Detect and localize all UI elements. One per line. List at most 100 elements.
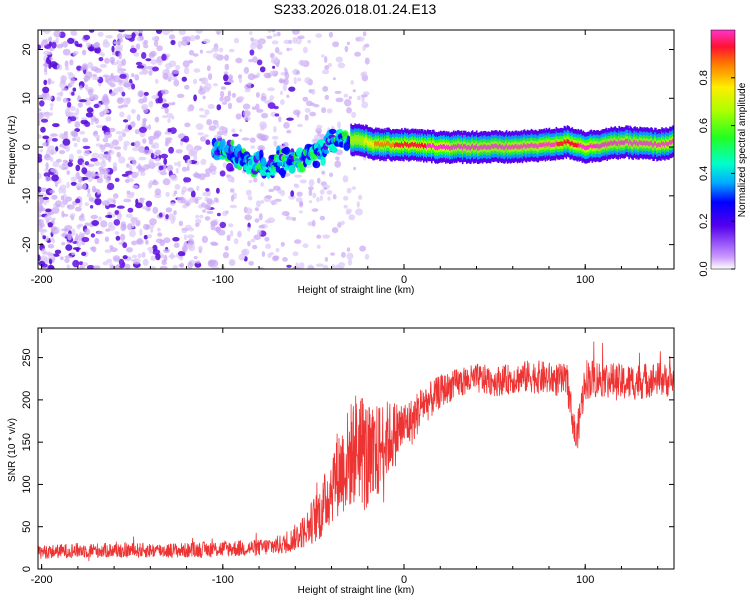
spectrogram-signal-cell (649, 141, 651, 147)
spectrogram-ylabel: Frequency (Hz) (7, 116, 18, 185)
spectrogram-noise-speckle (165, 214, 169, 220)
spectrogram-signal-cell (628, 141, 630, 146)
spectrogram-noise-speckle (224, 54, 229, 61)
spectrogram-noise-speckle (351, 186, 357, 190)
spectrogram-noise-speckle (194, 198, 199, 204)
spectrogram-noise-speckle (161, 261, 167, 265)
colorbar-gradient (710, 29, 736, 270)
spectrogram-noise-speckle (226, 234, 231, 241)
spectrogram-signal-cell (450, 145, 452, 151)
spectrogram-signal-cell (408, 143, 410, 149)
spectrogram-noise-speckle (111, 45, 115, 53)
spectrogram-signal-cell (367, 140, 369, 145)
spectrogram-noise-speckle (206, 210, 214, 214)
spectrogram-noise-speckle (294, 174, 303, 178)
spectrogram-noise-speckle (129, 47, 137, 54)
spectrogram-noise-speckle (152, 66, 159, 72)
spectrogram-signal-cell (610, 140, 612, 145)
spectrogram-signal-cell (513, 144, 516, 150)
spectrogram-noise-speckle (94, 68, 102, 73)
spectrogram-signal-cell (495, 143, 498, 149)
spectrogram-noise-speckle (364, 57, 370, 65)
spectrogram-noise-speckle (84, 228, 91, 235)
spectrogram-noise-speckle (108, 204, 116, 208)
spectrogram-noise-speckle (290, 190, 295, 197)
spectrogram-signal-cell (598, 144, 600, 149)
spectrogram-noise-speckle (203, 134, 209, 138)
spectrogram-noise-speckle (221, 101, 228, 105)
spectrogram-noise-speckle (66, 264, 71, 269)
spectrogram-noise-speckle (118, 258, 125, 266)
spectrogram-signal-cell (553, 142, 556, 147)
spectrogram-noise-speckle (322, 234, 331, 239)
spectrogram-noise-speckle (208, 73, 213, 81)
spectrogram-x-tick-label: -200 (31, 274, 53, 286)
spectrogram-noise-speckle (44, 67, 48, 73)
spectrogram-signal-cell (541, 143, 544, 148)
spectrogram-noise-speckle (38, 260, 46, 267)
spectrogram-noise-speckle (70, 105, 76, 112)
spectrogram-signal-cell (537, 144, 540, 149)
spectrogram-noise-speckle (47, 222, 53, 228)
spectrogram-noise-speckle (227, 102, 233, 110)
spectrogram-noise-speckle (112, 255, 121, 261)
spectrogram-noise-speckle (141, 106, 147, 111)
spectrogram-noise-speckle (130, 121, 136, 128)
spectrogram-noise-speckle (116, 151, 121, 158)
spectrogram-signal-cell (441, 144, 443, 150)
spectrogram-noise-speckle (280, 241, 285, 247)
spectrogram-noise-speckle (274, 46, 280, 54)
spectrogram-noise-speckle (45, 95, 53, 101)
spectrogram-signal-cell (440, 144, 442, 149)
spectrogram-noise-speckle (157, 58, 163, 66)
spectrogram-signal-cell (437, 146, 439, 151)
spectrogram-noise-speckle (78, 261, 84, 266)
spectrogram-noise-speckle (311, 88, 316, 95)
spectrogram-signal-cell (638, 141, 640, 147)
spectrogram-signal-cell (450, 145, 453, 150)
spectrogram-noise-speckle (209, 241, 218, 246)
spectrogram-noise-speckle (125, 97, 131, 104)
spectrogram-noise-speckle (341, 220, 345, 226)
spectrogram-noise-speckle (116, 205, 125, 209)
spectrogram-signal-cell (477, 146, 480, 151)
spectrogram-noise-speckle (219, 47, 224, 53)
spectrogram-noise-speckle (160, 170, 167, 176)
spectrogram-noise-speckle (137, 253, 142, 259)
spectrogram-noise-speckle (180, 138, 188, 142)
spectrogram-noise-speckle (292, 37, 298, 44)
spectrogram-noise-speckle (64, 258, 70, 263)
spectrogram-noise-speckle (75, 107, 80, 115)
spectrogram-signal-cell (434, 144, 436, 150)
spectrogram-noise-speckle (173, 79, 180, 87)
spectrogram-signal-blob (266, 171, 271, 178)
spectrogram-noise-speckle (59, 81, 67, 89)
spectrogram-noise-speckle (222, 162, 227, 168)
spectrogram-noise-speckle (159, 265, 168, 269)
spectrogram-noise-speckle (296, 191, 303, 197)
spectrogram-noise-speckle (219, 221, 227, 229)
spectrogram-noise-speckle (94, 118, 98, 122)
spectrogram-signal-cell (604, 142, 606, 147)
spectrogram-noise-speckle (311, 208, 319, 212)
spectrogram-noise-speckle (271, 57, 276, 64)
spectrogram-noise-speckle (195, 173, 202, 179)
spectrogram-signal-cell (668, 141, 670, 147)
snr-y-tick-label: 250 (21, 348, 33, 366)
spectrogram-signal-cell (611, 141, 613, 146)
spectrogram-noise-speckle (241, 249, 248, 256)
spectrogram-signal-cell (457, 143, 460, 148)
spectrogram-noise-speckle (244, 88, 251, 93)
spectrogram-noise-speckle (125, 263, 131, 269)
spectrogram-signal-cell (523, 142, 526, 148)
spectrogram-noise-speckle (143, 39, 149, 45)
spectrogram-noise-speckle (271, 30, 276, 33)
spectrogram-noise-speckle (76, 136, 81, 143)
spectrogram-noise-speckle (130, 217, 136, 224)
spectrogram-noise-speckle (38, 254, 41, 262)
spectrogram-noise-speckle (173, 242, 180, 248)
spectrogram-noise-speckle (61, 233, 68, 238)
spectrogram-noise-speckle (183, 67, 190, 75)
spectrogram-noise-speckle (118, 86, 124, 94)
